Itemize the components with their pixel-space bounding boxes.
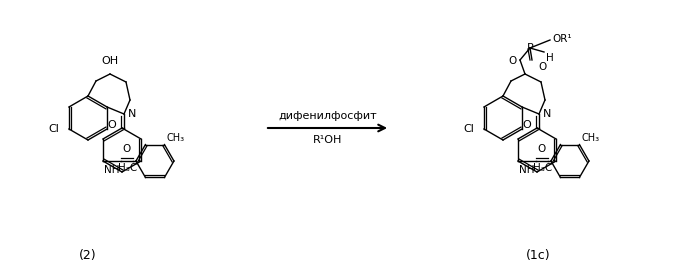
- Text: N: N: [128, 109, 136, 119]
- Text: (1c): (1c): [526, 249, 550, 261]
- Text: O: O: [522, 120, 531, 130]
- Text: OH: OH: [101, 56, 119, 66]
- Text: O: O: [538, 62, 547, 72]
- Text: O: O: [509, 56, 517, 66]
- Text: дифенилфосфит: дифенилфосфит: [279, 111, 377, 121]
- Text: O: O: [123, 144, 131, 154]
- Text: H₃C: H₃C: [533, 163, 552, 173]
- Text: NH: NH: [104, 165, 119, 175]
- Text: CH₃: CH₃: [581, 132, 600, 143]
- Text: H: H: [546, 53, 554, 63]
- Text: (2): (2): [79, 249, 97, 261]
- Text: N: N: [543, 109, 551, 119]
- Text: Cl: Cl: [463, 124, 474, 134]
- Text: R¹OH: R¹OH: [313, 135, 342, 145]
- Text: O: O: [538, 144, 546, 154]
- Text: NH: NH: [519, 165, 535, 175]
- Text: OR¹: OR¹: [552, 34, 572, 44]
- Text: H₃C: H₃C: [118, 163, 137, 173]
- Text: CH₃: CH₃: [166, 132, 184, 143]
- Text: O: O: [107, 120, 116, 130]
- Text: P: P: [526, 43, 533, 53]
- Text: Cl: Cl: [48, 124, 59, 134]
